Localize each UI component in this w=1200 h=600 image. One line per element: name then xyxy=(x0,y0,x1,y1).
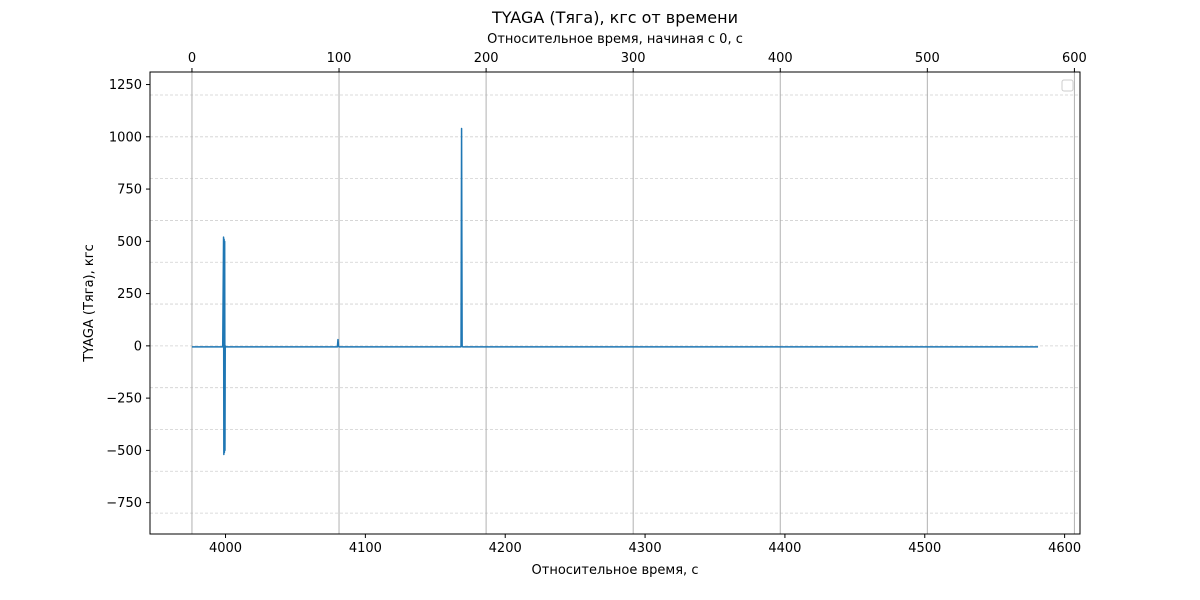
chart-title: TYAGA (Тяга), кгс от времени xyxy=(491,8,738,27)
y-tick-label: 250 xyxy=(117,287,142,302)
top-x-tick-label: 400 xyxy=(768,51,793,66)
series-line xyxy=(191,127,1039,456)
plot-frame xyxy=(149,71,1081,535)
top-x-tick-label: 0 xyxy=(188,51,196,66)
x-tick-label: 4000 xyxy=(209,541,242,556)
top-x-tick-label: 500 xyxy=(915,51,940,66)
x-axis: 4000 4100 4200 4300 4400 4500 4600 xyxy=(209,534,1081,556)
x-tick-label: 4200 xyxy=(489,541,522,556)
gridlines xyxy=(150,72,1080,534)
y-tick-label: 1000 xyxy=(109,130,142,145)
y-tick-label: −250 xyxy=(106,392,142,407)
y-tick-label: 1250 xyxy=(109,78,142,93)
top-x-tick-label: 200 xyxy=(474,51,499,66)
x-axis-label: Относительное время, с xyxy=(532,563,699,578)
y-axis-label: TYAGA (Тяга), кгс xyxy=(82,244,97,362)
y-tick-label: −500 xyxy=(106,444,142,459)
y-tick-label: −750 xyxy=(106,496,142,511)
top-x-axis-label: Относительное время, начиная с 0, с xyxy=(487,32,743,47)
top-x-tick-label: 300 xyxy=(621,51,646,66)
top-x-tick-label: 600 xyxy=(1062,51,1087,66)
y-tick-label: 500 xyxy=(117,235,142,250)
series-layer xyxy=(191,127,1039,456)
top-x-axis: 0 100 200 300 400 500 600 xyxy=(188,51,1087,72)
y-tick-label: 0 xyxy=(134,339,142,354)
top-x-tick-label: 100 xyxy=(327,51,352,66)
legend-box xyxy=(1061,79,1074,92)
x-tick-label: 4600 xyxy=(1048,541,1081,556)
x-tick-label: 4500 xyxy=(908,541,941,556)
y-axis: −750 −500 −250 0 250 500 750 1000 1250 xyxy=(106,78,150,511)
x-tick-label: 4400 xyxy=(768,541,801,556)
y-tick-label: 750 xyxy=(117,183,142,198)
x-tick-label: 4100 xyxy=(349,541,382,556)
x-tick-label: 4300 xyxy=(629,541,662,556)
